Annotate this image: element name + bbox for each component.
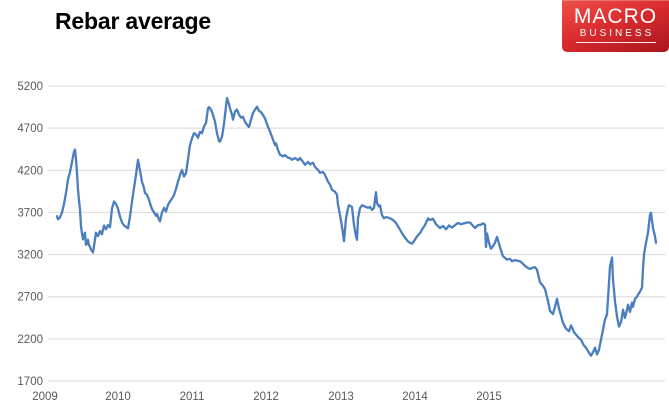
- x-axis-tick-label: 2012: [253, 391, 279, 403]
- y-axis-tick-label: 1700: [17, 376, 43, 388]
- y-axis-tick-label: 4200: [17, 165, 43, 177]
- x-axis-tick-label: 2009: [32, 391, 58, 403]
- logo-text-business: BUSINESS: [579, 28, 655, 39]
- y-axis-tick-label: 2700: [17, 292, 43, 304]
- x-axis-tick-label: 2013: [328, 391, 354, 403]
- chart-title: Rebar average: [55, 8, 211, 34]
- y-axis-tick-label: 4700: [17, 123, 43, 135]
- y-axis-tick-label: 3200: [17, 250, 43, 262]
- y-axis-tick-label: 3700: [17, 207, 43, 219]
- logo-underline: [575, 42, 656, 43]
- x-axis-tick-label: 2010: [105, 391, 131, 403]
- x-axis-tick-label: 2011: [180, 391, 205, 403]
- y-axis-tick-label: 5200: [17, 81, 43, 93]
- y-axis-tick-label: 2200: [17, 334, 43, 346]
- x-axis-tick-label: 2014: [402, 391, 428, 403]
- logo-text-macro: MACRO: [573, 5, 658, 28]
- price-line: [55, 97, 658, 357]
- x-axis-tick-label: 2015: [476, 391, 502, 403]
- macrobusiness-logo: MACRO BUSINESS: [562, 0, 669, 52]
